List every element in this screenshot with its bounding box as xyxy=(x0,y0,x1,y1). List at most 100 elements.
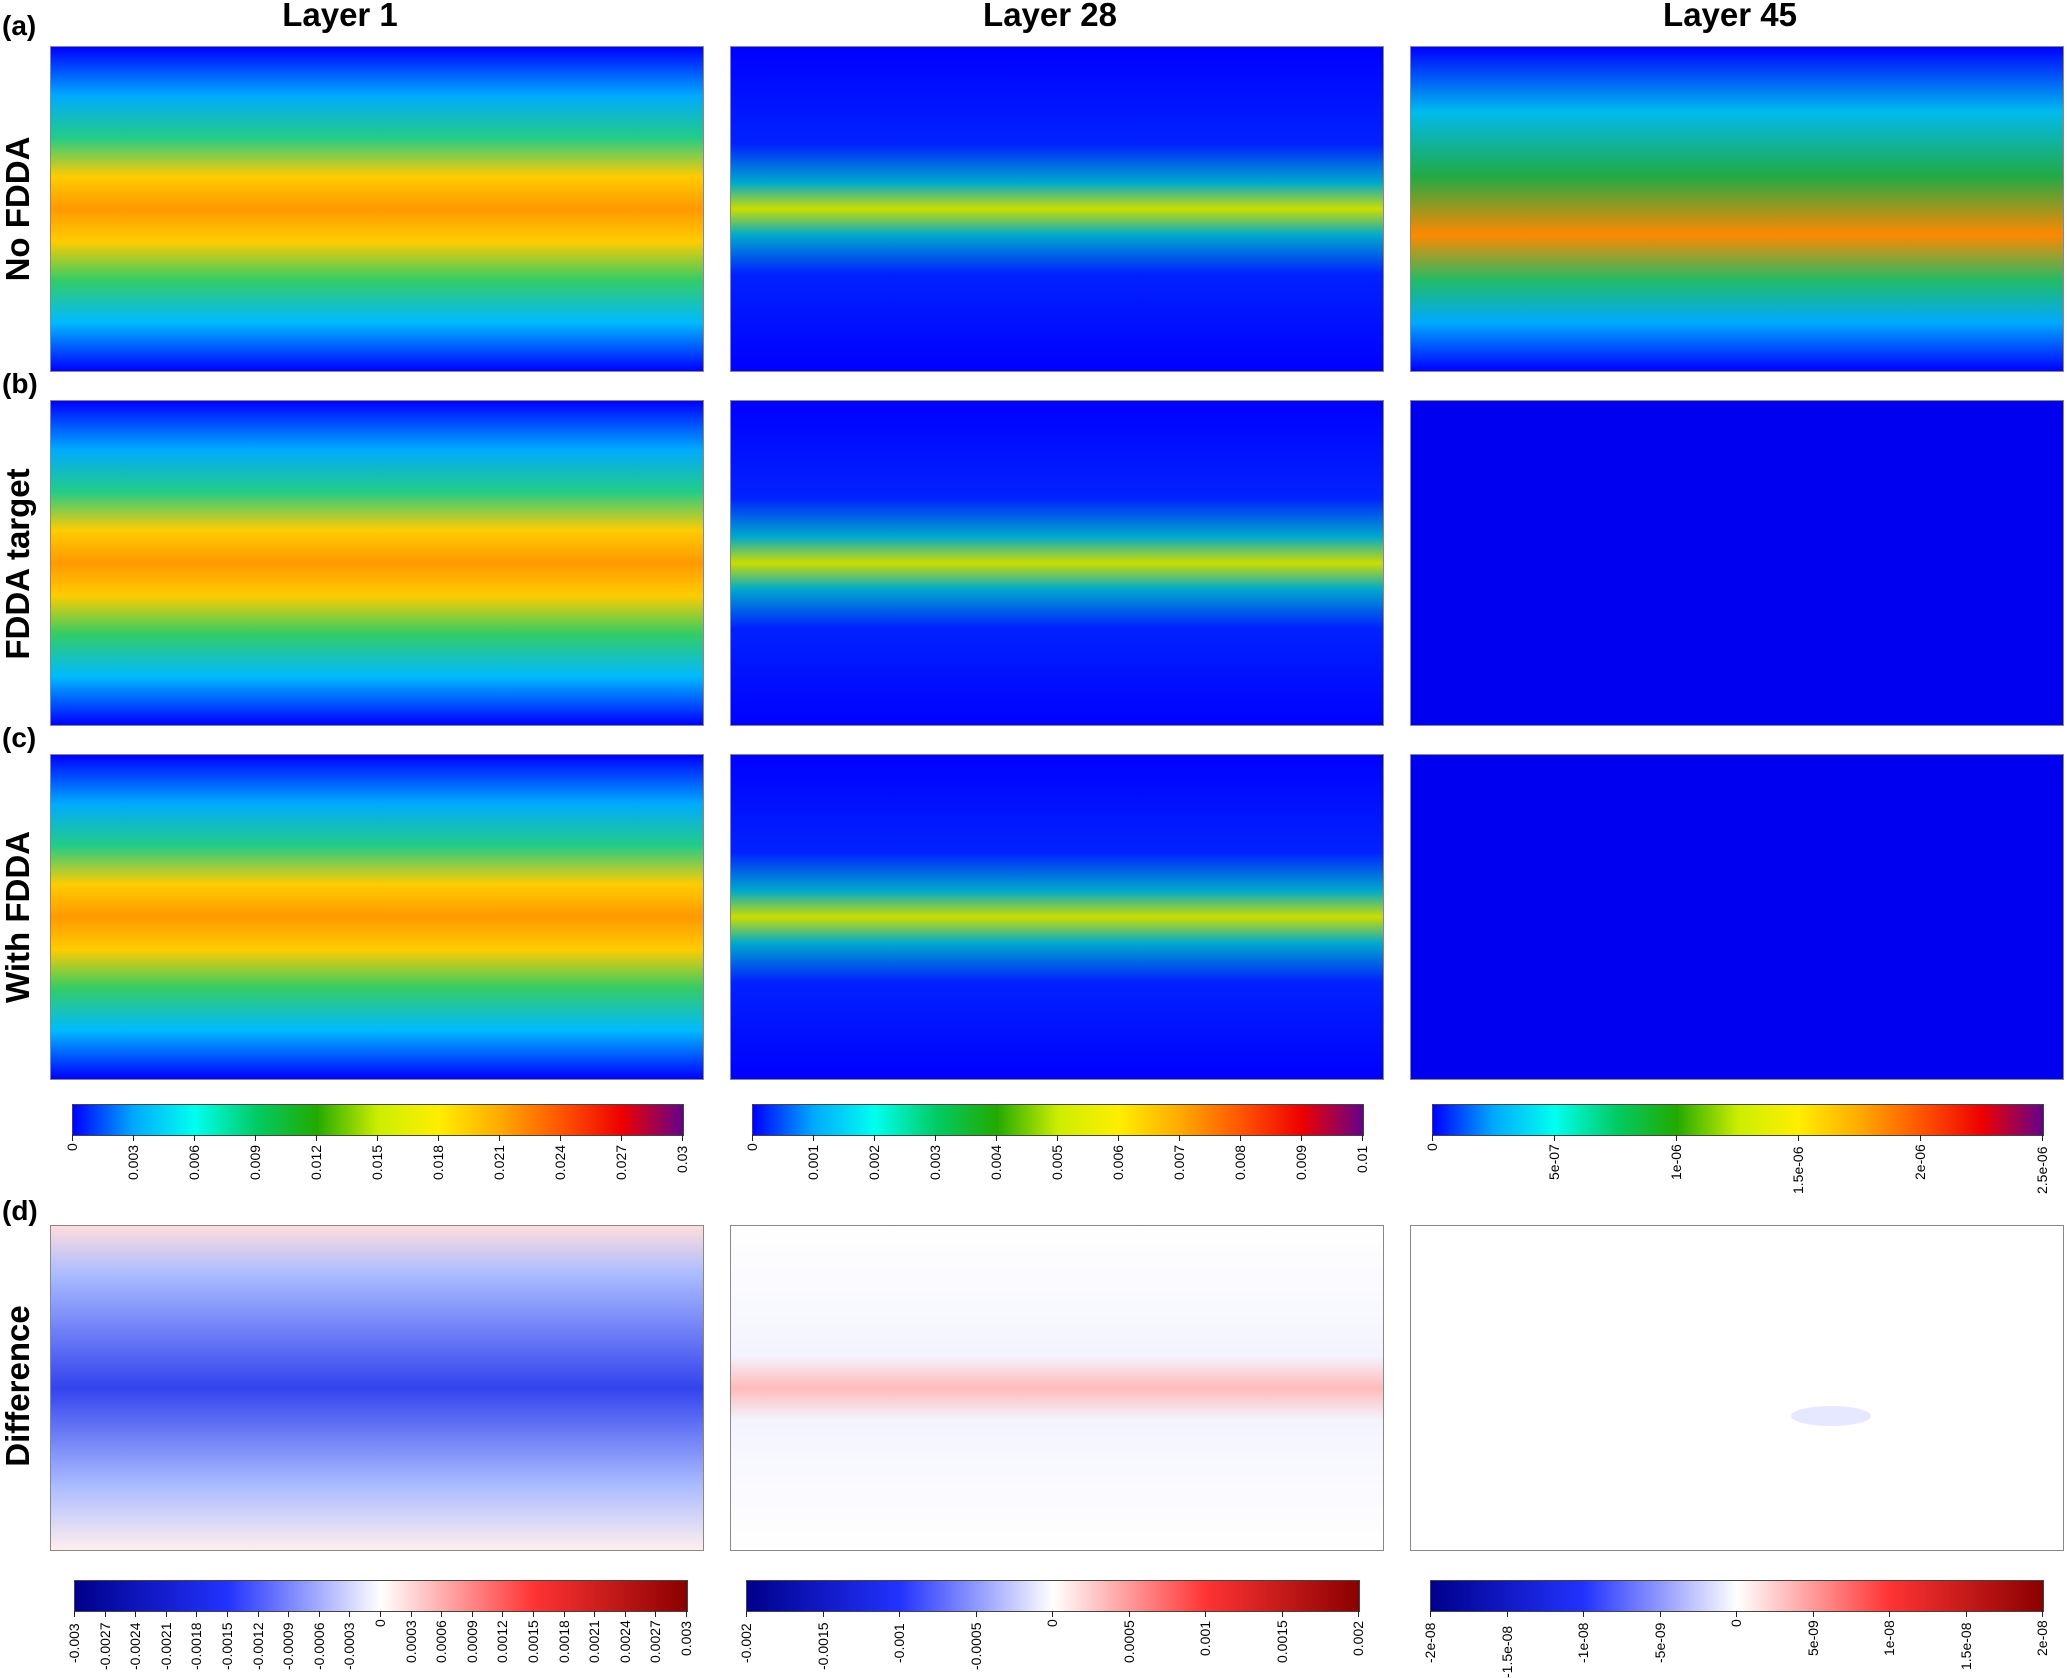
colorbar-diff-layer-1-tickmark xyxy=(471,1611,473,1617)
colorbar-layer-45-tickmark xyxy=(1920,1135,1921,1141)
map-b-layer28 xyxy=(730,400,1384,726)
colorbar-layer-1-tick-label: 0.009 xyxy=(247,1144,263,1180)
colorbar-diff-layer-1-tickmark xyxy=(624,1611,626,1617)
colorbar-layer-28-tick-label: 0.009 xyxy=(1293,1144,1309,1180)
map-d-layer45 xyxy=(1410,1225,2064,1551)
colorbar-diff-layer-28-tick-label: -0.001 xyxy=(891,1623,907,1664)
colorbar-diff-layer-1-tick-label: 0.0015 xyxy=(525,1620,541,1664)
colorbar-layer-1-tick-label: 0.018 xyxy=(430,1144,446,1180)
colorbar-diff-layer-45-tick-label: 1e-08 xyxy=(1881,1620,1897,1656)
colorbar-layer-45-tick-label: 0 xyxy=(1424,1143,1440,1152)
colorbar-layer-1-tickmark xyxy=(438,1135,439,1141)
colorbar-layer-28-tick-label: 0.005 xyxy=(1049,1144,1065,1180)
colorbar-diff-layer-1 xyxy=(74,1580,688,1612)
colorbar-layer-1-tickmark xyxy=(499,1135,500,1141)
colorbar-layer-45-tick-label: 1.5e-06 xyxy=(1790,1146,1806,1195)
colorbar-diff-layer-28-tickmark xyxy=(746,1611,747,1617)
colorbar-diff-layer-1-tickmark xyxy=(318,1611,320,1617)
map-a-layer45 xyxy=(1410,46,2064,372)
colorbar-layer-1-tick-label: 0.024 xyxy=(552,1144,568,1180)
colorbar-diff-layer-1-tick-label: -0.0021 xyxy=(157,1622,174,1671)
colorbar-diff-layer-28-tickmark xyxy=(1205,1611,1206,1617)
colorbar-diff-layer-28 xyxy=(746,1580,1360,1612)
colorbar-diff-layer-1-tick-label: 0.003 xyxy=(678,1620,694,1656)
colorbar-layer-1-tickmark xyxy=(133,1135,134,1141)
colorbar-layer-1-tick-label: 0.021 xyxy=(491,1144,507,1180)
colorbar-layer-1-tickmark xyxy=(316,1135,317,1141)
colorbar-layer-45-tick-label: 1e-06 xyxy=(1668,1144,1684,1180)
colorbar-diff-layer-1-tickmark xyxy=(196,1611,198,1617)
panel-letter-a: (a) xyxy=(2,10,37,41)
map-c-layer28 xyxy=(730,754,1384,1080)
colorbar-diff-layer-1-tick-label: -0.003 xyxy=(66,1623,82,1664)
colorbar-diff-layer-1-tick-label: 0.0006 xyxy=(433,1620,450,1664)
colorbar-diff-layer-28-tickmark xyxy=(899,1611,900,1617)
colorbar-layer-28-tickmark xyxy=(752,1135,753,1141)
colorbar-diff-layer-1-tick-label: 0.0021 xyxy=(586,1620,603,1664)
colorbar-layer-1-tickmark xyxy=(682,1135,683,1141)
colorbar-layer-45 xyxy=(1432,1104,2044,1136)
colorbar-layer-45-tick-label: 5e-07 xyxy=(1546,1144,1562,1180)
map-c-layer45 xyxy=(1410,754,2064,1080)
panel-letter-b: (b) xyxy=(2,368,38,399)
colorbar-diff-layer-1-tickmark xyxy=(594,1611,596,1617)
colorbar-diff-layer-45-tick-label: -1e-08 xyxy=(1575,1622,1591,1664)
row-label-fdda-target: FDDA target xyxy=(0,468,36,660)
colorbar-layer-28-tick-label: 0.004 xyxy=(988,1144,1004,1180)
map-a-layer28 xyxy=(730,46,1384,372)
colorbar-diff-layer-28-tick-label: 0.0005 xyxy=(1120,1620,1137,1664)
colorbar-layer-1-tick-label: 0 xyxy=(64,1143,80,1152)
colorbar-layer-28-tick-label: 0.002 xyxy=(866,1144,882,1180)
colorbar-diff-layer-1-tickmark xyxy=(380,1611,381,1617)
colorbar-diff-layer-45-tick-label: 5e-09 xyxy=(1804,1620,1821,1656)
colorbar-layer-1-tickmark xyxy=(560,1135,561,1141)
colorbar-layer-28-tickmark xyxy=(1362,1135,1363,1141)
colorbar-diff-layer-45-tick-label: 1.5e-08 xyxy=(1957,1622,1974,1671)
colorbar-layer-28-tickmark xyxy=(935,1135,936,1141)
colorbar-diff-layer-45-tickmark xyxy=(2042,1611,2043,1617)
colorbar-diff-layer-1-tickmark xyxy=(441,1611,443,1617)
column-title-layer-45: Layer 45 xyxy=(1663,0,1797,33)
colorbar-layer-1-tickmark xyxy=(194,1135,195,1141)
colorbar-diff-layer-1-tick-label: -0.0012 xyxy=(249,1622,266,1671)
colorbar-layer-28-tickmark xyxy=(874,1135,875,1141)
colorbar-diff-layer-1-tick-label: 0.0027 xyxy=(647,1620,664,1664)
colorbar-diff-layer-28-tick-label: 0.001 xyxy=(1197,1620,1213,1656)
colorbar-layer-45-tickmark xyxy=(1554,1135,1555,1141)
colorbar-diff-layer-45-tickmark xyxy=(1659,1611,1661,1617)
colorbar-diff-layer-28-tickmark xyxy=(1281,1611,1283,1617)
colorbar-diff-layer-1-tick-label: -0.0018 xyxy=(188,1622,205,1671)
colorbar-layer-1-tickmark xyxy=(377,1135,378,1141)
colorbar-diff-layer-28-tickmark xyxy=(975,1611,977,1617)
colorbar-diff-layer-1-tickmark xyxy=(257,1611,259,1617)
colorbar-diff-layer-1-tickmark xyxy=(135,1611,137,1617)
colorbar-diff-layer-1-tick-label: -0.0006 xyxy=(310,1622,327,1671)
colorbar-diff-layer-45-tickmark xyxy=(1965,1611,1967,1617)
colorbar-layer-28-tick-label: 0.01 xyxy=(1354,1145,1370,1173)
colorbar-diff-layer-45-tick-label: -1.5e-08 xyxy=(1498,1625,1515,1678)
column-title-layer-28: Layer 28 xyxy=(983,0,1117,33)
map-d-layer28 xyxy=(730,1225,1384,1551)
colorbar-layer-1-tickmark xyxy=(621,1135,622,1141)
colorbar-layer-1-tick-label: 0.003 xyxy=(125,1144,141,1180)
colorbar-layer-28-tick-label: 0.006 xyxy=(1110,1144,1126,1180)
colorbar-diff-layer-1-tick-label: -0.0024 xyxy=(127,1622,144,1671)
colorbar-layer-28-tickmark xyxy=(1240,1135,1241,1141)
map-d-layer1 xyxy=(50,1225,704,1551)
colorbar-layer-28-tickmark xyxy=(996,1135,997,1141)
colorbar-diff-layer-1-tick-label: -0.0015 xyxy=(219,1622,235,1671)
colorbar-diff-layer-45-tickmark xyxy=(1889,1611,1890,1617)
colorbar-diff-layer-1-tickmark xyxy=(502,1611,504,1617)
colorbar-layer-28-tickmark xyxy=(813,1135,814,1141)
colorbar-diff-layer-1-tickmark xyxy=(563,1611,565,1617)
map-b-layer1 xyxy=(50,400,704,726)
colorbar-diff-layer-1-tickmark xyxy=(686,1611,687,1617)
row-label-no-fdda: No FDDA xyxy=(0,136,36,282)
colorbar-diff-layer-28-tickmark xyxy=(1052,1611,1053,1617)
colorbar-layer-45-tickmark xyxy=(1676,1135,1677,1141)
colorbar-layer-45-tickmark xyxy=(1432,1135,1433,1141)
colorbar-layer-1-tick-label: 0.012 xyxy=(308,1144,324,1180)
colorbar-diff-layer-28-tick-label: 0.002 xyxy=(1350,1620,1366,1656)
colorbar-layer-28-tick-label: 0.003 xyxy=(927,1144,943,1180)
colorbar-diff-layer-45-tickmark xyxy=(1430,1611,1431,1617)
